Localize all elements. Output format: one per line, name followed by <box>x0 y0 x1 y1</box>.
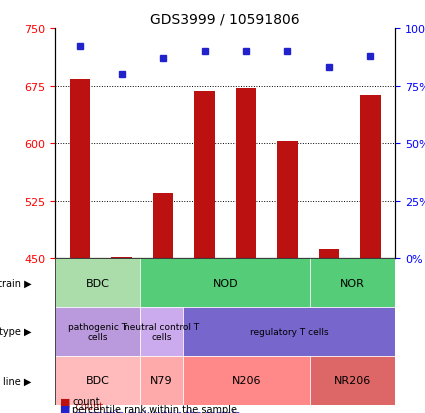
FancyBboxPatch shape <box>310 356 395 405</box>
Text: neutral control T
cells: neutral control T cells <box>124 322 199 341</box>
Bar <box>319 249 339 259</box>
Text: cell line ▶: cell line ▶ <box>0 375 32 385</box>
Text: ■: ■ <box>60 396 70 406</box>
Bar <box>194 92 215 259</box>
FancyBboxPatch shape <box>140 259 310 307</box>
Bar <box>111 257 132 259</box>
Text: count: count <box>72 396 100 406</box>
Bar <box>70 80 91 259</box>
Text: pathogenic T
cells: pathogenic T cells <box>68 322 128 341</box>
Bar <box>360 95 381 259</box>
Text: NR206: NR206 <box>334 375 371 385</box>
FancyBboxPatch shape <box>183 356 310 405</box>
Text: N206: N206 <box>232 375 261 385</box>
Text: percentile rank within the sample: percentile rank within the sample <box>72 404 237 413</box>
Title: GDS3999 / 10591806: GDS3999 / 10591806 <box>150 12 300 26</box>
Text: ■  count: ■ count <box>60 401 102 411</box>
Bar <box>153 194 173 259</box>
Bar <box>277 141 298 259</box>
Bar <box>235 89 256 259</box>
Text: NOR: NOR <box>340 278 365 288</box>
Text: N79: N79 <box>150 375 173 385</box>
Text: BDC: BDC <box>86 375 110 385</box>
FancyBboxPatch shape <box>55 259 140 307</box>
Text: ■  percentile rank within the sample: ■ percentile rank within the sample <box>60 409 240 413</box>
FancyBboxPatch shape <box>55 307 140 356</box>
FancyBboxPatch shape <box>55 356 140 405</box>
FancyBboxPatch shape <box>310 259 395 307</box>
Text: cell type ▶: cell type ▶ <box>0 327 32 337</box>
Text: ■: ■ <box>60 404 70 413</box>
Text: NOD: NOD <box>212 278 238 288</box>
Text: BDC: BDC <box>86 278 110 288</box>
FancyBboxPatch shape <box>140 307 183 356</box>
FancyBboxPatch shape <box>140 356 183 405</box>
Text: strain ▶: strain ▶ <box>0 278 32 288</box>
FancyBboxPatch shape <box>183 307 395 356</box>
Text: regulatory T cells: regulatory T cells <box>249 327 328 336</box>
